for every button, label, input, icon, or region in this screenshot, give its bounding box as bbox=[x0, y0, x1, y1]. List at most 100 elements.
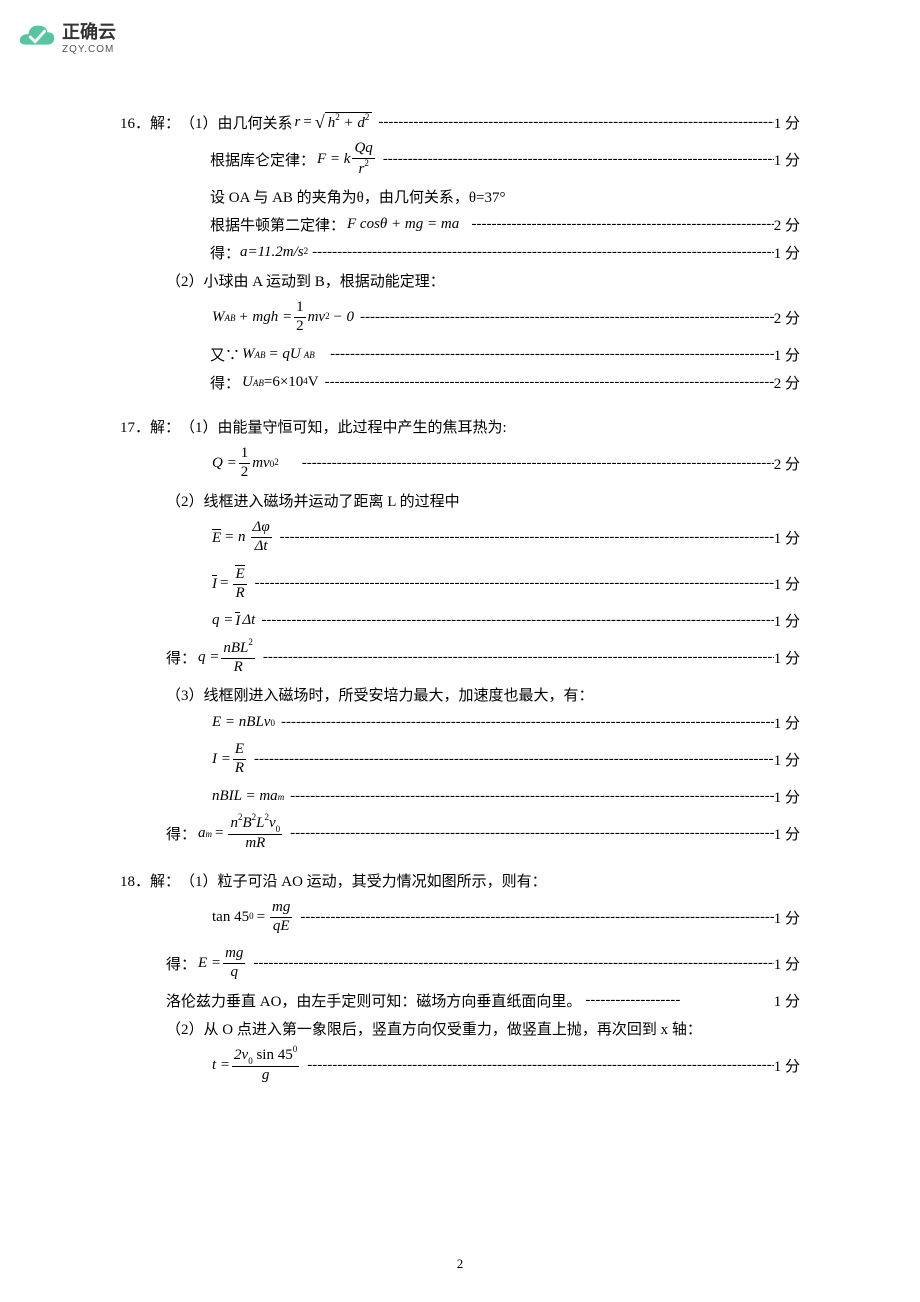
p16-line8: 得： UAB =6×104 V 2 分 bbox=[120, 370, 800, 394]
p18-f1: tan 450 = mgqE bbox=[212, 900, 294, 935]
p16-s7: 1 分 bbox=[774, 344, 800, 365]
p17-line1: Q = 12 mv02 2 分 bbox=[120, 442, 800, 484]
dash bbox=[277, 714, 774, 731]
p18-qnum: 18．解： bbox=[120, 870, 180, 891]
dash bbox=[298, 455, 774, 472]
p17-line7: I = ER 1 分 bbox=[120, 738, 800, 780]
p17-f4: q = I Δt bbox=[212, 612, 255, 629]
p17-qnum: 17．解： bbox=[120, 416, 180, 437]
p16-qnum: 16．解： bbox=[120, 112, 180, 133]
text: （3）线框刚进入磁场时，所受安培力最大，加速度也最大，有： bbox=[166, 684, 594, 705]
site-logo: 正确云 ZQY.COM bbox=[18, 18, 116, 55]
dash bbox=[249, 955, 773, 972]
p17-line5: 得： q = nBL2R 1 分 bbox=[120, 636, 800, 678]
text: 得： bbox=[166, 823, 196, 844]
dash bbox=[303, 1057, 774, 1074]
dash bbox=[468, 216, 774, 233]
p16-s1: 1 分 bbox=[774, 112, 800, 133]
dash bbox=[326, 346, 774, 363]
p16-s8: 2 分 bbox=[774, 372, 800, 393]
p17-line2: E = n ΔφΔt 1 分 bbox=[120, 516, 800, 558]
text: （2）线框进入磁场并运动了距离 L 的过程中 bbox=[166, 490, 460, 511]
p18-line0: 18．解： （1）粒子可沿 AO 运动，其受力情况如图所示，则有： bbox=[120, 868, 800, 892]
p17-s3: 1 分 bbox=[774, 573, 800, 594]
text: （1）粒子可沿 AO 运动，其受力情况如图所示，则有： bbox=[180, 870, 547, 891]
p16-s4: 2 分 bbox=[774, 214, 800, 235]
p16-f8: UAB =6×104 V bbox=[242, 374, 319, 391]
p16-f6: WAB + mgh = 12 mv2 − 0 bbox=[212, 300, 354, 335]
dash bbox=[356, 309, 774, 326]
p17-line3: I = ER 1 分 bbox=[120, 562, 800, 604]
text: 得： bbox=[166, 953, 196, 974]
p17-f5: q = nBL2R bbox=[198, 639, 257, 676]
p16-f2: F = k Qqr2 bbox=[317, 141, 377, 178]
p17-line0: 17．解： （1）由能量守恒可知，此过程中产生的焦耳热为: bbox=[120, 414, 800, 438]
p17-line4: q = I Δt 1 分 bbox=[120, 608, 800, 632]
logo-text-en: ZQY.COM bbox=[62, 44, 114, 55]
p16-line5: 得： a=11.2m/s2 1 分 bbox=[120, 240, 800, 264]
p18-s1: 1 分 bbox=[774, 907, 800, 928]
p16-part1: （1）由几何关系 bbox=[180, 112, 293, 133]
p17-f9: am = n2B2L2v0 mR bbox=[198, 814, 284, 852]
logo-text-cn: 正确云 bbox=[62, 18, 116, 44]
logo-text: 正确云 ZQY.COM bbox=[56, 18, 116, 55]
p17-f3: I = ER bbox=[212, 565, 249, 602]
p17-s2: 1 分 bbox=[774, 527, 800, 548]
p16-line4: 根据牛顿第二定律： F cosθ + mg = ma 2 分 bbox=[120, 212, 800, 236]
p17-s6: 1 分 bbox=[774, 712, 800, 733]
p18-s4: 1 分 bbox=[774, 1055, 800, 1076]
problem-17: 17．解： （1）由能量守恒可知，此过程中产生的焦耳热为: Q = 12 mv0… bbox=[120, 414, 800, 854]
p18-line2: 得： E = mgq 1 分 bbox=[120, 942, 800, 984]
val: a=11.2m/s bbox=[240, 244, 304, 261]
p16-s2: 1 分 bbox=[774, 149, 800, 170]
p17-f2: E = n ΔφΔt bbox=[212, 520, 274, 555]
dash bbox=[286, 788, 774, 805]
dash bbox=[259, 649, 774, 666]
p17-line6: E = nBLv0 1 分 bbox=[120, 710, 800, 734]
text: （2）从 O 点进入第一象限后，竖直方向仅受重力，做竖直上抛，再次回到 x 轴： bbox=[166, 1018, 702, 1039]
dash bbox=[251, 575, 774, 592]
text: 设 OA 与 AB 的夹角为θ，由几何关系，θ=37° bbox=[210, 186, 506, 207]
p17-f7: I = ER bbox=[212, 742, 248, 777]
text: 得： bbox=[210, 372, 240, 393]
page-content: 16．解： （1）由几何关系 r = √h2 + d2 1 分 根据库仑定律： … bbox=[120, 110, 800, 1100]
text: 根据库仑定律： bbox=[210, 149, 315, 170]
p16-line7: 又∵ WAB = qUAB 1 分 bbox=[120, 342, 800, 366]
p18-part4: （2）从 O 点进入第一象限后，竖直方向仅受重力，做竖直上抛，再次回到 x 轴： bbox=[120, 1016, 800, 1040]
p17-f1: Q = 12 mv02 bbox=[212, 446, 279, 481]
dash bbox=[250, 751, 774, 768]
dash bbox=[257, 612, 773, 629]
p17-part2: （2）线框进入磁场并运动了距离 L 的过程中 bbox=[120, 488, 800, 512]
p18-line3: 洛伦兹力垂直 AO，由左手定则可知：磁场方向垂直纸面向里。 1 分 bbox=[120, 988, 800, 1012]
dash bbox=[581, 992, 773, 1009]
p16-line3: 设 OA 与 AB 的夹角为θ，由几何关系，θ=37° bbox=[120, 184, 800, 208]
p18-f2: E = mgq bbox=[198, 946, 247, 981]
p16-part2: （2）小球由 A 运动到 B，根据动能定理： bbox=[120, 268, 800, 292]
p18-s3: 1 分 bbox=[774, 990, 800, 1011]
page-number: 2 bbox=[0, 1256, 920, 1272]
p17-part3: （3）线框刚进入磁场时，所受安培力最大，加速度也最大，有： bbox=[120, 682, 800, 706]
text: （1）由能量守恒可知，此过程中产生的焦耳热为: bbox=[180, 416, 507, 437]
p17-s7: 1 分 bbox=[774, 749, 800, 770]
p17-line8: nBIL = mam 1 分 bbox=[120, 784, 800, 808]
p16-f4: F cosθ + mg = ma bbox=[347, 216, 459, 233]
p17-s1: 2 分 bbox=[774, 453, 800, 474]
p16-line6: WAB + mgh = 12 mv2 − 0 2 分 bbox=[120, 296, 800, 338]
p17-s4: 1 分 bbox=[774, 610, 800, 631]
text: （2）小球由 A 运动到 B，根据动能定理： bbox=[166, 270, 445, 291]
p17-s9: 1 分 bbox=[774, 823, 800, 844]
text: 得： bbox=[166, 647, 196, 668]
problem-16: 16．解： （1）由几何关系 r = √h2 + d2 1 分 根据库仑定律： … bbox=[120, 110, 800, 394]
p18-s2: 1 分 bbox=[774, 953, 800, 974]
p18-line1: tan 450 = mgqE 1 分 bbox=[120, 896, 800, 938]
p17-line9: 得： am = n2B2L2v0 mR 1 分 bbox=[120, 812, 800, 854]
p18-f4: t = 2v0 sin 450 g bbox=[212, 1046, 301, 1084]
p17-s8: 1 分 bbox=[774, 786, 800, 807]
text: 根据牛顿第二定律： bbox=[210, 214, 345, 235]
p17-s5: 1 分 bbox=[774, 647, 800, 668]
p16-f1: r = √h2 + d2 bbox=[295, 112, 373, 133]
p16-f7: WAB = qUAB bbox=[242, 346, 315, 363]
dash bbox=[276, 529, 774, 546]
problem-18: 18．解： （1）粒子可沿 AO 运动，其受力情况如图所示，则有： tan 45… bbox=[120, 868, 800, 1086]
dash bbox=[379, 151, 774, 168]
